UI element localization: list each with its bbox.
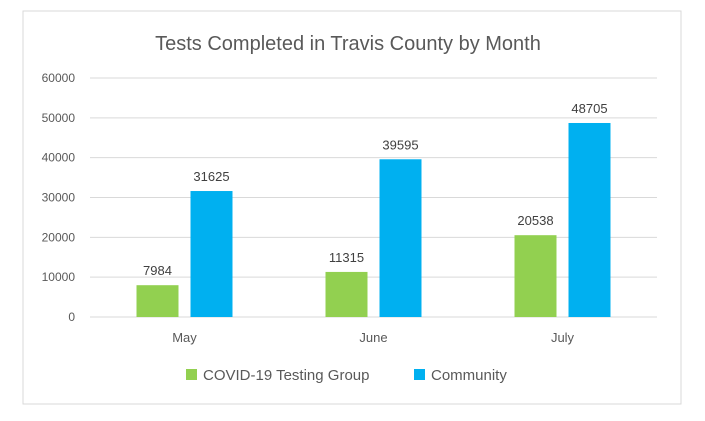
y-tick-label: 40000 bbox=[42, 151, 76, 165]
bar-community-june bbox=[379, 159, 422, 317]
bar-covid-testing-group-july bbox=[514, 235, 557, 317]
legend-swatch bbox=[186, 369, 197, 380]
bar-covid-testing-group-june bbox=[325, 271, 368, 317]
y-tick-label: 60000 bbox=[42, 71, 76, 85]
y-tick-label: 20000 bbox=[42, 230, 76, 244]
legend-swatch bbox=[414, 369, 425, 380]
y-axis-tick-labels: 0 10000 20000 30000 40000 50000 60000 bbox=[42, 71, 76, 324]
data-label: 20538 bbox=[517, 213, 553, 228]
x-tick-label: July bbox=[551, 330, 575, 345]
data-labels: 7984 31625 11315 39595 20538 48705 bbox=[143, 101, 608, 278]
y-tick-label: 30000 bbox=[42, 191, 76, 205]
y-tick-label: 10000 bbox=[42, 270, 76, 284]
data-label: 48705 bbox=[571, 101, 607, 116]
x-tick-label: May bbox=[172, 330, 197, 345]
legend: COVID-19 Testing Group Community bbox=[186, 367, 507, 384]
x-tick-label: June bbox=[359, 330, 387, 345]
legend-label: Community bbox=[431, 367, 507, 384]
x-axis-tick-labels: May June July bbox=[172, 330, 574, 345]
bar-community-may bbox=[190, 191, 233, 317]
y-tick-label: 50000 bbox=[42, 111, 76, 125]
data-label: 31625 bbox=[193, 169, 229, 184]
y-tick-label: 0 bbox=[68, 310, 75, 324]
gridlines bbox=[90, 77, 657, 318]
chart-title: Tests Completed in Travis County by Mont… bbox=[155, 33, 541, 55]
legend-label: COVID-19 Testing Group bbox=[203, 367, 369, 384]
data-label: 39595 bbox=[382, 137, 418, 152]
data-label: 7984 bbox=[143, 263, 172, 278]
bar-covid-testing-group-may bbox=[136, 285, 179, 317]
bar-community-july bbox=[568, 122, 611, 317]
data-label: 11315 bbox=[329, 250, 364, 265]
bars bbox=[136, 122, 611, 317]
